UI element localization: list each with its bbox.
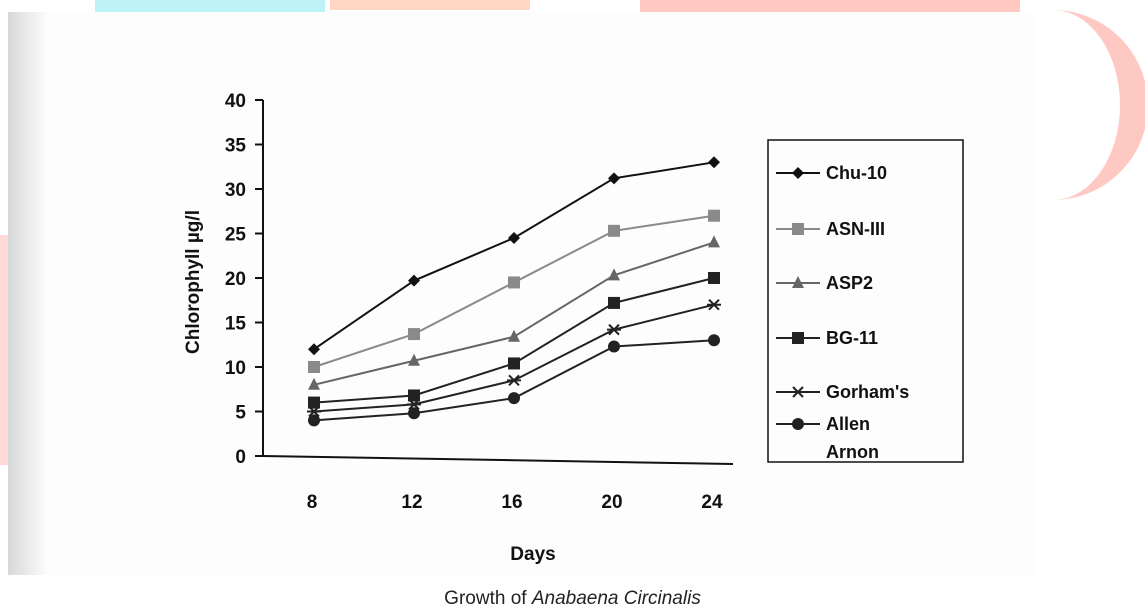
x-tick-label: 8 bbox=[307, 492, 318, 513]
data-point bbox=[608, 296, 620, 309]
legend-marker bbox=[792, 223, 804, 235]
data-point bbox=[308, 361, 320, 373]
data-point bbox=[408, 407, 420, 420]
data-point bbox=[608, 340, 620, 353]
data-point bbox=[407, 398, 421, 411]
legend-label: Gorham's bbox=[826, 382, 909, 402]
data-point bbox=[408, 389, 420, 402]
y-tick-label: 15 bbox=[225, 314, 247, 335]
data-point bbox=[608, 172, 620, 185]
x-axis-line bbox=[262, 455, 734, 465]
y-tick-label: 30 bbox=[225, 180, 246, 201]
data-point bbox=[408, 328, 420, 341]
data-point bbox=[307, 405, 321, 418]
legend-marker bbox=[791, 386, 805, 398]
data-point bbox=[708, 334, 720, 347]
line-chart: 0 5 10 15 20 25 30 35 40 8 12 16 20 24 Days Chlorophyll… bbox=[183, 91, 964, 565]
figure-caption: Growth of Anabaena Circinalis bbox=[0, 588, 1145, 610]
data-point bbox=[308, 343, 320, 356]
legend-label: BG-11 bbox=[826, 328, 878, 348]
legend-marker bbox=[792, 418, 804, 430]
data-point bbox=[508, 392, 520, 405]
data-point bbox=[708, 272, 720, 284]
x-tick-label: 16 bbox=[501, 492, 522, 513]
legend-label: ASN-III bbox=[826, 219, 885, 239]
data-point bbox=[408, 353, 420, 366]
watermark-band bbox=[330, 0, 530, 10]
legend-label: Allen bbox=[826, 414, 870, 434]
data-point bbox=[708, 235, 720, 248]
x-tick-label: 20 bbox=[601, 492, 622, 513]
y-tick-label: 10 bbox=[225, 358, 246, 379]
series-line bbox=[313, 161, 715, 351]
data-point bbox=[508, 329, 520, 342]
caption-species: Anabaena Circinalis bbox=[531, 588, 701, 609]
data-point bbox=[508, 231, 520, 244]
data-point bbox=[508, 357, 520, 370]
legend-label: Chu-10 bbox=[826, 163, 887, 183]
data-point bbox=[308, 414, 320, 427]
watermark-band bbox=[640, 0, 1020, 12]
data-point bbox=[308, 396, 320, 409]
watermark-band bbox=[95, 0, 325, 12]
y-axis-label: Chlorophyll µg/l bbox=[183, 210, 204, 354]
y-tick-label: 5 bbox=[235, 403, 246, 424]
legend-label: Arnon bbox=[826, 442, 879, 462]
chart-figure: 0 5 10 15 20 25 30 35 40 8 12 16 20 24 Days Chlorophyll… bbox=[8, 12, 1036, 575]
data-point bbox=[308, 377, 320, 390]
data-point bbox=[708, 156, 720, 169]
legend-marker bbox=[792, 332, 804, 344]
watermark-arc bbox=[1040, 10, 1145, 200]
y-tick-label: 0 bbox=[235, 447, 246, 468]
data-point bbox=[608, 224, 620, 237]
y-tick-label: 40 bbox=[225, 91, 246, 112]
y-tick-label: 25 bbox=[225, 225, 247, 246]
legend-marker bbox=[792, 276, 804, 288]
legend-box bbox=[767, 139, 964, 463]
y-tick-label: 35 bbox=[225, 136, 247, 157]
legend-marker bbox=[792, 167, 804, 179]
data-point bbox=[608, 268, 620, 281]
x-axis-label: Days bbox=[510, 544, 555, 565]
x-tick-label: 12 bbox=[401, 492, 422, 513]
legend-label: ASP2 bbox=[826, 273, 873, 293]
data-point bbox=[707, 298, 721, 311]
x-tick-label: 24 bbox=[701, 492, 723, 513]
caption-prefix: Growth of bbox=[444, 588, 532, 609]
data-point bbox=[408, 274, 420, 287]
data-point bbox=[607, 323, 621, 336]
data-point bbox=[507, 374, 521, 387]
data-point bbox=[708, 209, 720, 222]
y-tick-label: 20 bbox=[225, 269, 246, 290]
data-point bbox=[508, 276, 520, 289]
